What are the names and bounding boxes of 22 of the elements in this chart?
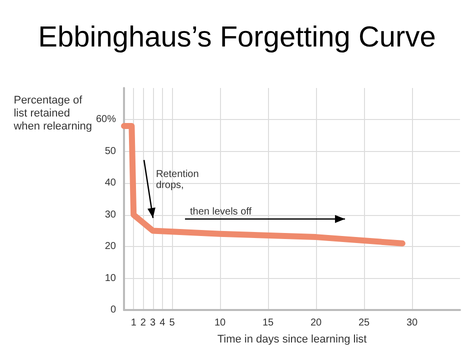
- x-tick-label: 1: [130, 318, 137, 328]
- y-tick-label: 60%: [96, 114, 116, 126]
- annotation: then levels off: [190, 206, 252, 218]
- x-tick-label: 10: [214, 318, 226, 328]
- x-tick-label: 2: [140, 318, 146, 328]
- x-tick-label: 15: [262, 318, 274, 328]
- x-tick-label: 5: [169, 318, 176, 328]
- y-tick-label: 10: [104, 272, 116, 284]
- y-axis-title: Percentage of list retained when relearning: [12, 94, 92, 132]
- chart-title: Ebbinghaus’s Forgetting Curve: [38, 22, 436, 54]
- y-tick-label: 0: [110, 304, 116, 316]
- y-tick-label: 50: [104, 146, 116, 157]
- y-tick-label: 30: [104, 209, 116, 220]
- x-tick-label: 25: [358, 318, 370, 328]
- x-tick-label: 3: [150, 318, 156, 328]
- y-tick-label: 40: [104, 178, 116, 189]
- annotation: Retention drops,: [156, 169, 199, 191]
- x-tick-label: 4: [160, 318, 166, 328]
- y-tick-label: 20: [104, 241, 116, 252]
- x-tick-label: 20: [310, 318, 322, 328]
- x-tick-label: 30: [406, 318, 418, 328]
- x-axis-title: Time in days since learning list: [217, 334, 367, 346]
